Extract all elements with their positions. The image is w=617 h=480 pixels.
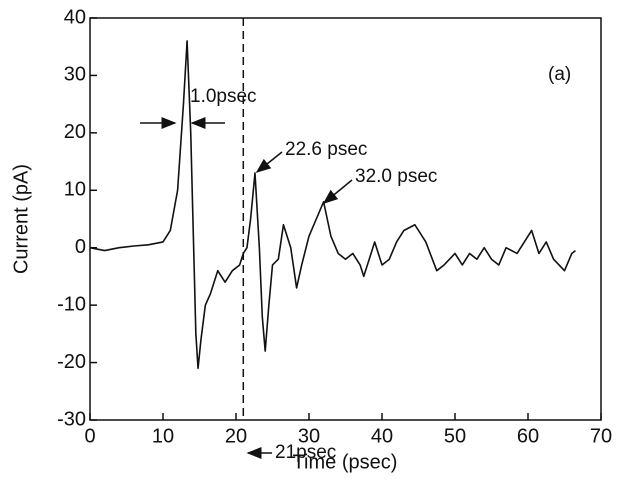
plot-frame (89, 17, 602, 421)
data-line (89, 40, 576, 370)
x-tick-label: 0 (84, 425, 95, 447)
annotation: 32.0 psec (355, 166, 437, 187)
y-tick-label: -30 (57, 408, 86, 430)
x-tick-label: 20 (225, 425, 247, 447)
y-axis-label: Current (pA) (10, 164, 32, 274)
y-tick-label: -10 (57, 293, 86, 315)
arrow (322, 179, 353, 204)
x-tick-label: 50 (444, 425, 466, 447)
x-tick-label: 40 (371, 425, 393, 447)
arrow (255, 151, 283, 173)
annotation: 21psec (275, 442, 336, 463)
y-tick-label: 40 (64, 6, 86, 28)
x-tick-label: 60 (517, 425, 539, 447)
y-tick-label: 10 (64, 179, 86, 201)
y-tick-label: 0 (75, 236, 86, 258)
y-tick-label: -20 (57, 351, 86, 373)
annotation: (a) (548, 64, 571, 85)
x-tick-label: 70 (590, 425, 612, 447)
annotation: 1.0psec (190, 86, 257, 107)
x-axis-label: Time (psec) (293, 451, 398, 473)
y-tick-label: 20 (64, 121, 86, 143)
annotation: 22.6 psec (285, 139, 367, 160)
x-tick-label: 30 (298, 425, 320, 447)
x-tick-label: 10 (152, 425, 174, 447)
y-tick-label: 30 (64, 64, 86, 86)
